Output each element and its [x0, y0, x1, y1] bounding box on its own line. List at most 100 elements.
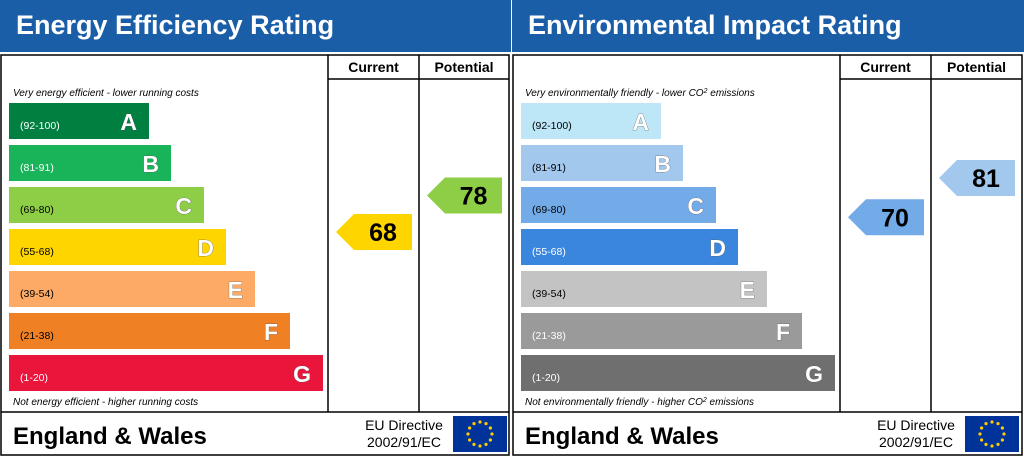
band-range-label: (69-80) — [20, 204, 54, 216]
arrow-shape — [427, 177, 502, 214]
band-letter: E — [228, 277, 243, 303]
potential-rating-value: 78 — [460, 182, 488, 210]
region-label: England & Wales — [13, 423, 207, 450]
flag-star — [466, 432, 470, 436]
band-letter: F — [776, 319, 790, 345]
flag-star — [472, 422, 476, 426]
potential-column-header: Potential — [434, 59, 493, 75]
band-bar — [521, 355, 835, 391]
band-letter: C — [175, 193, 192, 219]
eu-flag-icon — [965, 416, 1019, 452]
band-letter: D — [197, 235, 214, 261]
band-letter: B — [142, 151, 159, 177]
band-bar — [9, 355, 323, 391]
band-range-label: (55-68) — [532, 246, 566, 258]
band-letter: D — [709, 235, 726, 261]
band-bar — [9, 187, 204, 223]
band-bar — [521, 271, 767, 307]
potential-rating-arrow: 78 — [427, 177, 502, 214]
band-range-label: (92-100) — [20, 120, 60, 132]
flag-star — [980, 438, 984, 442]
band-bar — [9, 271, 255, 307]
flag-star — [472, 442, 476, 446]
flag-star — [468, 438, 472, 442]
band-bar — [9, 229, 226, 265]
top-note: Very energy efficient - lower running co… — [13, 88, 199, 99]
flag-star — [1000, 438, 1004, 442]
eu-directive-line1: EU Directive — [365, 417, 443, 433]
band-range-label: (92-100) — [532, 120, 572, 132]
flag-star — [996, 422, 1000, 426]
band-letter: A — [632, 109, 649, 135]
rating-band-a: (92-100) A — [9, 103, 149, 139]
panel-header — [512, 0, 1024, 52]
current-rating-value: 68 — [369, 219, 397, 247]
rating-band-f: (21-38) F — [9, 313, 290, 349]
potential-rating-arrow: 81 — [939, 160, 1015, 196]
flag-star — [478, 444, 482, 448]
top-note: Very environmentally friendly - lower CO… — [525, 88, 755, 100]
band-range-label: (69-80) — [532, 204, 566, 216]
rating-band-e: (39-54) E — [9, 271, 255, 307]
panel-header — [0, 0, 511, 52]
eu-flag-icon — [453, 416, 507, 452]
current-rating-arrow: 68 — [336, 214, 412, 250]
band-letter: G — [293, 361, 311, 387]
flag-star — [990, 420, 994, 424]
rating-panel-energy: Energy Efficiency Rating Current Potential… — [0, 0, 511, 456]
note-text: emissions — [707, 397, 754, 408]
arrow-shape — [939, 160, 1015, 196]
band-bar — [9, 145, 171, 181]
flag-star — [1002, 432, 1006, 436]
band-range-label: (81-91) — [20, 162, 54, 174]
rating-panel-environmental: Environmental Impact Rating Current Potent… — [512, 0, 1024, 456]
flag-star — [490, 432, 494, 436]
rating-band-g: (1-20) G — [9, 355, 323, 391]
band-bar — [9, 313, 290, 349]
band-bar — [521, 145, 683, 181]
band-range-label: (81-91) — [532, 162, 566, 174]
rating-band-b: (81-91) B — [521, 145, 683, 181]
rating-band-a: (92-100) A — [521, 103, 661, 139]
rating-band-b: (81-91) B — [9, 145, 171, 181]
band-letter: E — [740, 277, 755, 303]
rating-band-f: (21-38) F — [521, 313, 802, 349]
note-superscript: 2 — [702, 397, 707, 404]
band-range-label: (39-54) — [532, 288, 566, 300]
flag-star — [484, 442, 488, 446]
current-rating-arrow: 70 — [848, 199, 924, 236]
rating-band-g: (1-20) G — [521, 355, 835, 391]
flag-star — [488, 438, 492, 442]
rating-band-d: (55-68) D — [521, 229, 738, 265]
band-bar — [521, 103, 661, 139]
band-range-label: (21-38) — [20, 330, 54, 342]
band-range-label: (39-54) — [20, 288, 54, 300]
flag-star — [468, 426, 472, 430]
rating-band-e: (39-54) E — [521, 271, 767, 307]
rating-band-d: (55-68) D — [9, 229, 226, 265]
band-letter: A — [120, 109, 137, 135]
band-range-label: (1-20) — [532, 372, 560, 384]
current-column-header: Current — [860, 59, 911, 75]
rating-band-c: (69-80) C — [521, 187, 716, 223]
band-bar — [521, 313, 802, 349]
panel-title: Environmental Impact Rating — [528, 10, 902, 40]
current-column-header: Current — [348, 59, 399, 75]
bottom-note: Not environmentally friendly - higher CO… — [525, 397, 754, 409]
arrow-shape — [848, 199, 924, 236]
rating-band-c: (69-80) C — [9, 187, 204, 223]
flag-star — [984, 422, 988, 426]
flag-star — [996, 442, 1000, 446]
note-text: Very environmentally friendly - lower CO — [525, 88, 704, 99]
band-bar — [521, 229, 738, 265]
band-range-label: (1-20) — [20, 372, 48, 384]
note-text: Not environmentally friendly - higher CO — [525, 397, 703, 408]
flag-star — [1000, 426, 1004, 430]
band-letter: F — [264, 319, 278, 345]
band-letter: C — [687, 193, 704, 219]
band-bar — [9, 103, 149, 139]
flag-star — [484, 422, 488, 426]
band-letter: G — [805, 361, 823, 387]
flag-star — [978, 432, 982, 436]
